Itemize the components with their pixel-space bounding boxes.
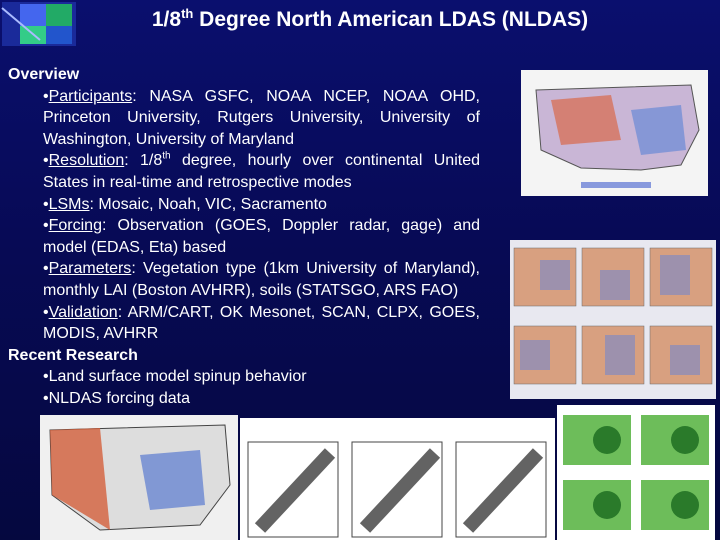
text-run: • [43,389,49,407]
text-run: • [43,368,49,386]
text-run: Validation [48,303,118,321]
map-image [521,70,708,196]
text-run: : ARM/CART, OK Mesonet, SCAN, CLPX, GOES… [43,303,480,343]
text-run: LSMs [48,195,90,213]
text-run: Resolution [48,152,125,170]
text-run: Participants [48,87,133,105]
bullet-item: •Land surface model spinup behavior [8,366,480,388]
text-run: 1/8 [151,8,182,31]
bullet-item: •LSMs: Mosaic, Noah, VIC, Sacramento [8,194,480,216]
precip-maps-image [557,405,715,540]
logo [1,2,76,46]
bullet-item: •Resolution: 1/8th degree, hourly over c… [8,150,480,193]
text-run: th [181,6,194,21]
text-run: • [43,87,49,105]
text-run: : NASA GSFC, NOAA NCEP, NOAA OHD, Prince… [43,87,480,148]
bullet-item: •Validation: ARM/CART, OK Mesonet, SCAN,… [8,302,480,345]
bullet-item: •NLDAS forcing data [8,388,480,410]
text-run: Degree North American LDAS (NLDAS) [193,8,589,31]
text-run: : Mosaic, Noah, VIC, Sacramento [89,195,327,213]
text-run: Forcing [48,217,102,235]
section-heading: Overview [8,66,80,83]
bullet-item: •Forcing: Observation (GOES, Doppler rad… [8,215,480,258]
text-run: Land surface model spinup behavior [48,368,307,386]
text-run: : 1/8 [124,152,163,170]
text-run: • [43,195,49,213]
text-run: : Vegetation type (1km University of Mar… [43,260,480,299]
text-run: degree, hourly over continental United S… [43,152,480,191]
text-run: NLDAS forcing data [48,389,191,407]
bullet-item: •Participants: NASA GSFC, NOAA NCEP, NOA… [8,86,480,151]
section-heading: Recent Research [8,346,138,364]
forcing-map-image [40,415,238,540]
text-run: • [43,260,49,278]
bullet-item: •Parameters: Vegetation type (1km Univer… [8,258,480,301]
scatter-image [240,418,555,540]
text-run: • [43,303,49,321]
slide-title: 1/8th Degree North American LDAS (NLDAS) [70,6,670,32]
map-grid-image [510,240,716,399]
text-run: • [43,152,49,170]
text-run: Parameters [48,260,132,278]
text-run: th [162,151,171,163]
text-run: • [43,217,49,235]
text-run: : Observation (GOES, Doppler radar, gage… [43,217,480,256]
slide-body: Overview •Participants: NASA GSFC, NOAA N… [8,64,480,410]
